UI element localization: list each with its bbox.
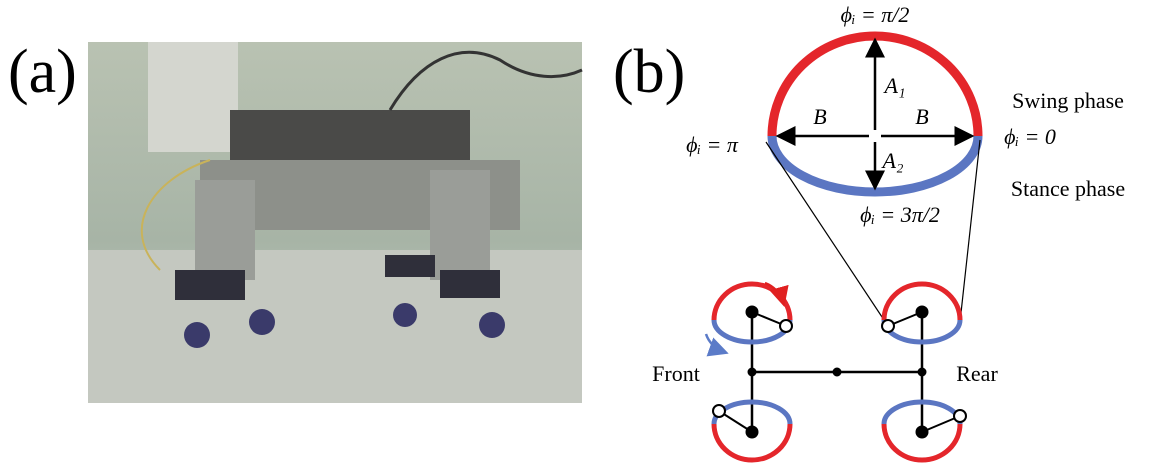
- width-label: B: [813, 104, 826, 129]
- phase-label: ϕᵢ = 3π/2: [860, 202, 940, 227]
- robot-photo: [88, 42, 582, 403]
- amplitude-label: A₂: [880, 148, 903, 173]
- stance-label: Stance phase: [1011, 176, 1125, 201]
- robot-schematic: [706, 283, 966, 460]
- panel-label: (b): [613, 38, 685, 106]
- swing-label: Swing phase: [1012, 88, 1124, 113]
- figure: (a) (b) ϕᵢ = π/2 ϕᵢ = π ϕᵢ = 0 ϕᵢ = 3π/2…: [0, 0, 1156, 473]
- phase-diagram: [766, 36, 980, 323]
- phase-label: ϕᵢ = π/2: [841, 2, 910, 27]
- phase-label: ϕᵢ = π: [686, 132, 739, 157]
- amplitude-label: A₁: [882, 73, 905, 98]
- page: (a) (b) ϕᵢ = π/2 ϕᵢ = π ϕᵢ = 0 ϕᵢ = 3π/2…: [0, 0, 1156, 473]
- panel-label: (a): [8, 38, 77, 106]
- rear-label: Rear: [956, 361, 998, 386]
- front-label: Front: [652, 361, 700, 386]
- width-label: B: [915, 104, 928, 129]
- phase-label: ϕᵢ = 0: [1004, 124, 1056, 149]
